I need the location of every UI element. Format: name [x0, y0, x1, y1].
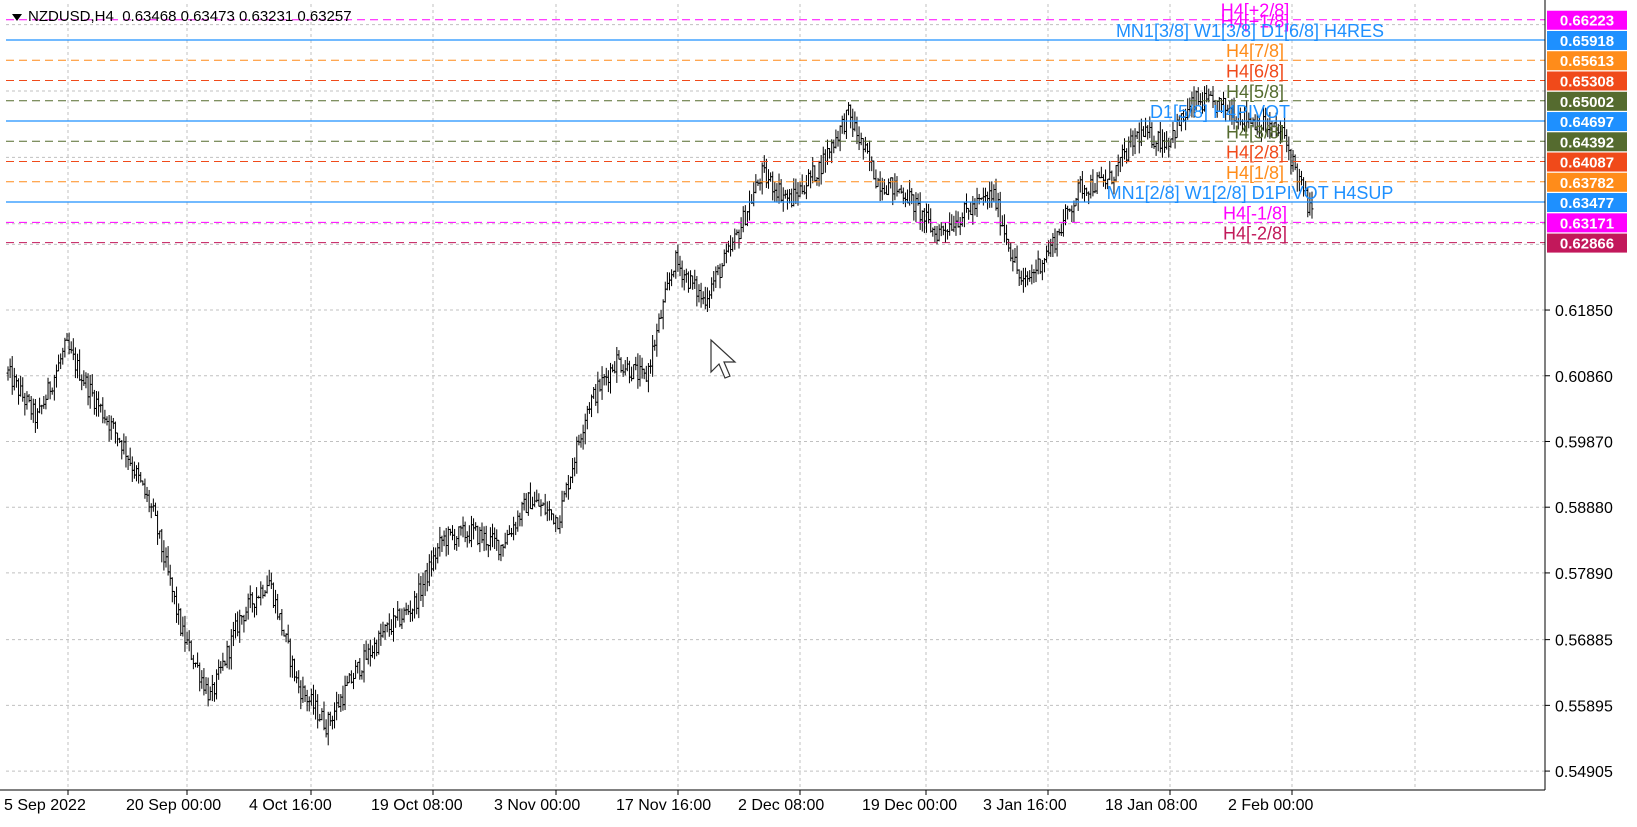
axis-layer: 0.61850 0.60860 0.59870 0.58880 0.57890 0.568…: [0, 0, 1613, 814]
y-tick-label: 0.54905: [1555, 764, 1613, 781]
level-price-tag-text: 0.62866: [1560, 236, 1614, 253]
level-label: H4[-1/8]: [1223, 203, 1287, 223]
x-tick-label: 5 Sep 2022: [4, 797, 86, 814]
level-price-tag-text: 0.66223: [1560, 13, 1614, 30]
y-tick-label: 0.58880: [1555, 500, 1613, 517]
level-label: H4[-2/8]: [1223, 224, 1287, 244]
level-price-tag-text: 0.63171: [1560, 215, 1614, 232]
level-price-tag: [1547, 172, 1627, 192]
level-price-tag: [1547, 213, 1627, 233]
level-label: H4[6/8]: [1226, 61, 1284, 81]
level-label: H4[+2/8]: [1221, 1, 1290, 21]
mouse-cursor-icon: [710, 338, 737, 379]
x-tick-label: 4 Oct 16:00: [249, 797, 332, 814]
y-tick-label: 0.61850: [1555, 303, 1613, 320]
level-price-tag-text: 0.64697: [1560, 114, 1614, 131]
level-price-tag-text: 0.65613: [1560, 53, 1614, 70]
y-tick-label: 0.60860: [1555, 369, 1613, 386]
grid-layer: [6, 4, 1545, 790]
candle-layer: [6, 85, 1314, 746]
level-label: H4[+1/8]: [1221, 12, 1290, 32]
level-label: H4[3/8]: [1226, 122, 1284, 142]
level-price-tag: [1547, 132, 1627, 152]
x-tick-label: 2 Dec 08:00: [738, 797, 824, 814]
ohlc-quote: 0.63468 0.63473 0.63231 0.63257: [122, 8, 352, 25]
level-label: H4[5/8]: [1226, 82, 1284, 102]
x-tick-label: 19 Dec 00:00: [862, 797, 957, 814]
level-price-tag: [1547, 71, 1627, 91]
level-label: H4[1/8]: [1226, 163, 1284, 183]
level-layer: H4[+2/8] 0.66223 H4[+1/8]MN1[3/8] W1[3/8] …: [6, 1, 1627, 253]
level-price-tag: [1547, 193, 1627, 213]
y-tick-label: 0.56885: [1555, 633, 1613, 650]
level-price-tag: [1547, 51, 1627, 71]
level-label: MN1[3/8] W1[3/8] D1[6/8] H4RES: [1116, 21, 1384, 41]
level-label: MN1[2/8] W1[2/8] D1PIVOT H4SUP: [1107, 183, 1394, 203]
x-tick-label: 17 Nov 16:00: [616, 797, 711, 814]
y-tick-label: 0.57890: [1555, 566, 1613, 583]
y-tick-label: 0.59870: [1555, 434, 1613, 451]
level-price-tag: [1547, 10, 1627, 30]
x-tick-label: 19 Oct 08:00: [371, 797, 463, 814]
level-price-tag: [1547, 30, 1627, 50]
symbol-label: NZDUSD,H4: [28, 8, 114, 25]
level-label: H4[2/8]: [1226, 143, 1284, 163]
chart-header: NZDUSD,H4 0.63468 0.63473 0.63231 0.6325…: [12, 8, 352, 25]
level-price-tag-text: 0.65002: [1560, 94, 1614, 111]
level-price-tag: [1547, 152, 1627, 172]
level-label: D1[5/8] H4PIVOT: [1150, 102, 1290, 122]
level-price-tag-text: 0.64087: [1560, 155, 1614, 172]
level-price-tag-text: 0.63477: [1560, 195, 1614, 212]
level-price-tag: [1547, 91, 1627, 111]
level-price-tag: [1547, 233, 1627, 253]
y-tick-label: 0.55895: [1555, 698, 1613, 715]
level-price-tag-text: 0.65918: [1560, 33, 1614, 50]
x-tick-label: 18 Jan 08:00: [1105, 797, 1198, 814]
x-tick-label: 2 Feb 00:00: [1228, 797, 1314, 814]
level-price-tag-text: 0.63782: [1560, 175, 1614, 192]
x-tick-label: 3 Nov 00:00: [494, 797, 580, 814]
level-price-tag-text: 0.65308: [1560, 73, 1614, 90]
x-tick-label: 20 Sep 00:00: [126, 797, 221, 814]
x-tick-label: 3 Jan 16:00: [983, 797, 1067, 814]
dropdown-triangle-icon[interactable]: [12, 13, 22, 21]
level-label: H4[7/8]: [1226, 41, 1284, 61]
level-price-tag: [1547, 112, 1627, 132]
level-price-tag-text: 0.64392: [1560, 134, 1614, 151]
